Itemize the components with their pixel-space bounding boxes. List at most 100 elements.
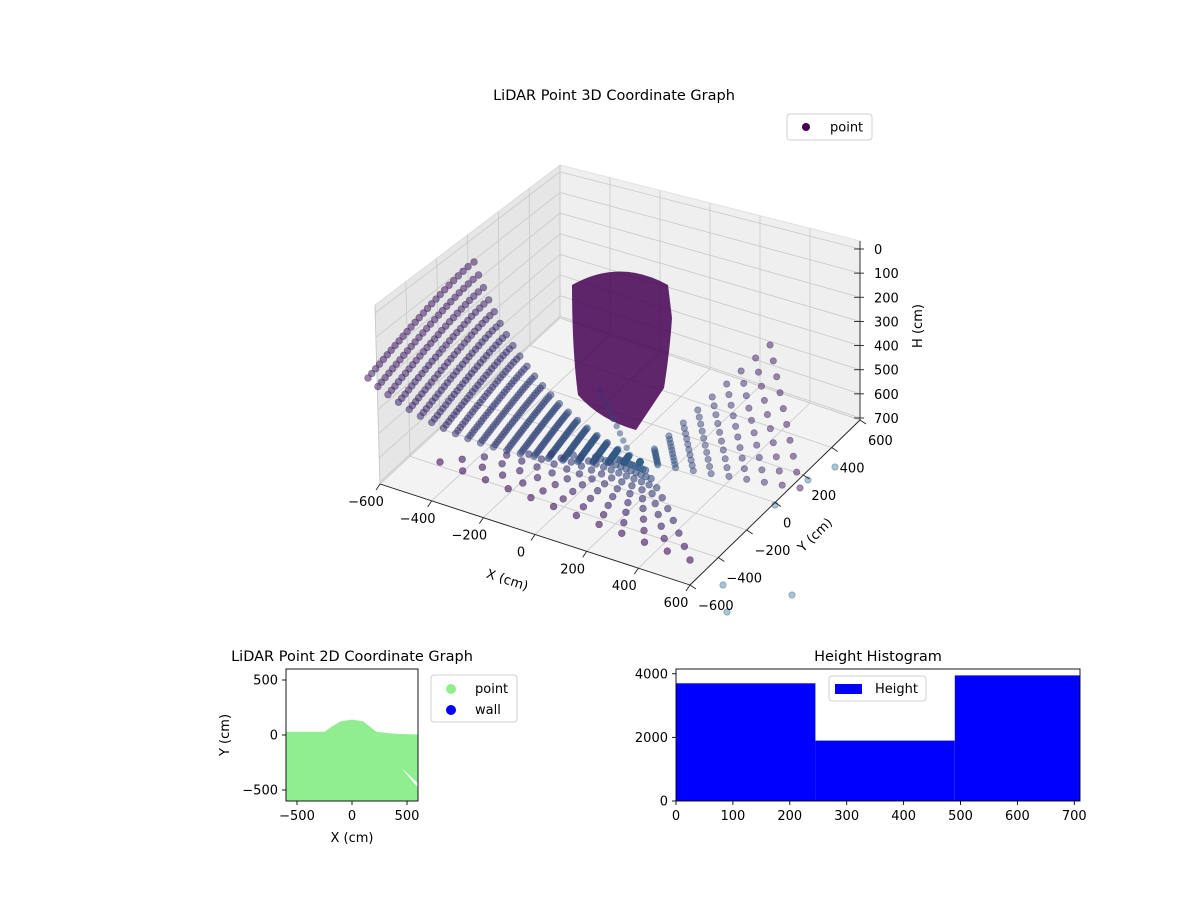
y-tick-label-3d: −400 — [726, 572, 762, 587]
point-3d — [479, 283, 488, 292]
point-3d — [615, 469, 623, 477]
x-axis-label-3d: X (cm) — [484, 567, 530, 595]
point-3d — [415, 314, 423, 322]
point-3d — [436, 458, 444, 466]
point-3d — [559, 495, 567, 503]
point-3d — [464, 262, 472, 271]
point-3d — [439, 424, 448, 432]
x-tick-label-histogram: 100 — [720, 809, 745, 824]
point-3d — [613, 485, 621, 493]
grid-z-back — [559, 171, 861, 250]
point-3d — [639, 504, 647, 513]
legend-3d-box — [786, 113, 873, 141]
point-3d — [470, 258, 478, 266]
point-3d — [727, 401, 735, 409]
point-3d — [657, 522, 665, 530]
z-tick-label-3d: 300 — [874, 315, 899, 330]
point-3d — [831, 463, 839, 471]
point-3d — [783, 420, 791, 428]
point-3d — [364, 374, 372, 382]
y-tick-label-3d: 0 — [783, 517, 791, 532]
legend-3d: point — [786, 113, 873, 141]
point-3d — [651, 499, 659, 508]
point-3d — [654, 510, 662, 519]
point-3d — [498, 471, 507, 479]
grid-y-floor — [469, 400, 776, 503]
point-3d — [717, 437, 725, 445]
point-3d — [763, 410, 771, 418]
point-3d — [464, 280, 472, 288]
x-tick-label-2d: −500 — [279, 809, 315, 824]
point-3d — [706, 462, 714, 470]
point-3d — [403, 327, 411, 336]
legend-2d-label-point: point — [475, 682, 508, 697]
legend-histogram-swatch — [835, 684, 862, 694]
legend-2d-label-wall: wall — [475, 703, 501, 718]
x-tick-3d — [427, 500, 433, 508]
legend-2d: point wall — [430, 674, 518, 723]
y-tick-3d — [774, 502, 782, 507]
point-3d — [637, 478, 646, 486]
point-3d — [372, 365, 380, 373]
point-3d — [623, 444, 630, 451]
point-3d — [675, 529, 683, 537]
point-3d — [455, 289, 463, 297]
grid-y-side — [374, 304, 381, 485]
point-3d — [478, 463, 487, 471]
point-3d — [597, 470, 606, 478]
x-tick-label-histogram: 500 — [948, 809, 973, 824]
point-3d — [405, 405, 413, 414]
point-3d — [719, 581, 727, 589]
point-3d — [652, 484, 661, 492]
point-3d — [476, 439, 485, 447]
point-3d — [745, 404, 753, 412]
grid-y-floor — [499, 372, 804, 476]
point-3d — [459, 467, 467, 475]
point-3d — [760, 396, 768, 404]
point-3d — [740, 465, 748, 473]
point-3d — [626, 451, 634, 459]
point-3d — [698, 427, 706, 435]
y-tick-3d — [831, 447, 838, 452]
point-3d — [567, 458, 575, 466]
y-tick-3d — [859, 419, 867, 425]
point-3d — [769, 357, 777, 365]
grid-z-side — [374, 171, 561, 314]
y-axis-label-3d: Y (cm) — [795, 515, 836, 556]
point-3d — [577, 462, 586, 470]
point-3d — [592, 460, 600, 468]
chart-3d-title: LiDAR Point 3D Coordinate Graph — [493, 88, 735, 104]
point-3d — [714, 419, 722, 427]
point-3d — [395, 337, 403, 345]
point-3d — [464, 434, 472, 443]
point-3d — [664, 504, 672, 513]
y-tick-label-histogram: 4000 — [635, 667, 668, 682]
y-tick-3d — [718, 557, 725, 562]
legend-3d-marker — [802, 123, 810, 131]
y-tick-3d — [689, 584, 697, 590]
x-tick-3d — [633, 567, 639, 575]
point-3d — [712, 411, 720, 419]
point-3d — [697, 420, 705, 428]
point-3d — [550, 460, 558, 468]
x-tick-3d — [478, 517, 484, 524]
point-region-gap — [401, 768, 418, 788]
x-tick-label-histogram: 600 — [1005, 809, 1030, 824]
point-3d — [604, 501, 612, 510]
grid-y-side — [497, 211, 501, 374]
grid-y-side — [528, 188, 531, 346]
point-3d — [738, 454, 746, 462]
x-tick-3d — [375, 483, 381, 491]
point-3d — [423, 304, 432, 313]
z-tick-label-3d: 400 — [874, 340, 899, 355]
x-tick-label-3d: −200 — [451, 529, 487, 544]
points-3d — [364, 258, 839, 616]
point-3d — [766, 425, 774, 433]
chart-2d-title: LiDAR Point 2D Coordinate Graph — [231, 649, 473, 665]
point-3d — [391, 341, 399, 350]
point-3d — [379, 355, 388, 364]
point-3d — [736, 444, 744, 452]
point-3d — [569, 487, 577, 496]
point-3d — [563, 465, 571, 473]
point-3d — [640, 526, 648, 535]
